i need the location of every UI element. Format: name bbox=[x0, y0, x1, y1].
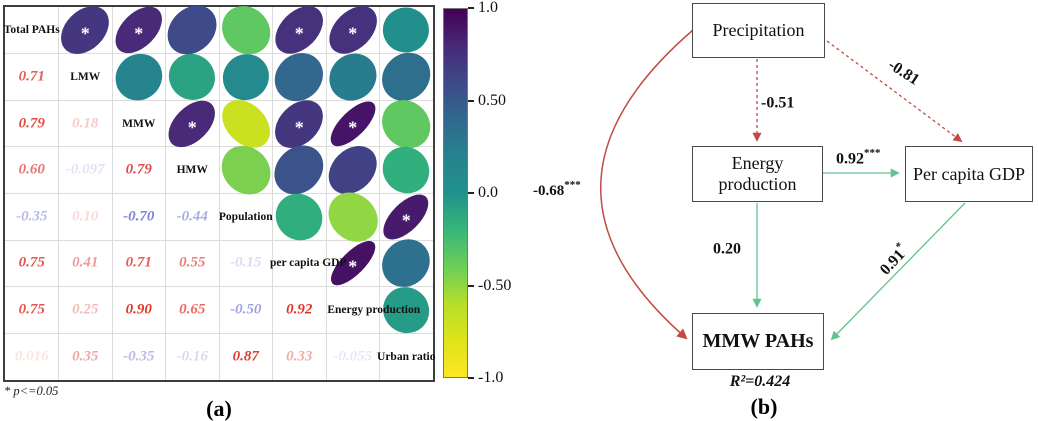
coef-value: -0.68 bbox=[533, 183, 565, 199]
correlation-value: 0.75 bbox=[18, 254, 45, 271]
variable-label-lmw: LMW bbox=[70, 70, 101, 83]
correlation-value: 0.75 bbox=[18, 301, 45, 318]
correlation-value: 0.10 bbox=[72, 208, 99, 225]
correlation-value: 0.79 bbox=[125, 161, 152, 178]
coef-value: 0.92 bbox=[836, 150, 864, 168]
correlation-value: 0.71 bbox=[125, 254, 152, 271]
colorbar-tick-label: 0.50 bbox=[478, 91, 506, 109]
colorbar-tick bbox=[468, 284, 474, 287]
correlation-value: -0.50 bbox=[230, 301, 262, 318]
correlation-value: -0.097 bbox=[65, 161, 105, 178]
variable-label-urban-ratio: Urban ratio bbox=[377, 350, 436, 363]
coef-energy-mmw: 0.20 bbox=[713, 238, 741, 258]
significance-star: * bbox=[187, 117, 197, 138]
correlation-value: 0.55 bbox=[179, 254, 206, 271]
correlation-value: 0.79 bbox=[18, 115, 45, 132]
coef-precipitation-mmw: -0.68*** bbox=[533, 179, 581, 200]
coef-energy-gdp: 0.92*** bbox=[836, 147, 881, 168]
colorbar-tick-label: -1.0 bbox=[478, 369, 504, 386]
significance-star: * bbox=[348, 257, 358, 278]
variable-label-total-pahs: Total PAHs bbox=[3, 24, 60, 37]
colorbar-tick-label: 0.0 bbox=[478, 184, 498, 201]
colorbar-gradient bbox=[443, 8, 468, 378]
correlation-value: 0.71 bbox=[18, 68, 45, 85]
colorbar-tick-label: 1.0 bbox=[478, 0, 498, 16]
significance-star: * bbox=[348, 23, 358, 44]
node-mmw-pahs: MMW PAHs bbox=[692, 313, 824, 370]
grid-line bbox=[5, 332, 433, 334]
significance-star: * bbox=[294, 117, 304, 138]
significance-star: * bbox=[401, 210, 411, 231]
variable-label-hmw: HMW bbox=[176, 164, 208, 177]
colorbar-tick bbox=[468, 377, 474, 379]
correlation-value: -0.70 bbox=[123, 208, 155, 225]
edge-precipitation-mmw bbox=[600, 29, 694, 340]
correlation-value: 0.92 bbox=[286, 301, 313, 318]
variable-label-per-capita-gdp: per capita GDP bbox=[270, 257, 347, 270]
node-energy-production: Energy production bbox=[692, 146, 823, 202]
node-per-capita-gdp: Per capita GDP bbox=[905, 146, 1033, 202]
significance-star: * bbox=[294, 23, 304, 44]
correlation-value: 0.41 bbox=[72, 254, 99, 271]
grid-line bbox=[5, 193, 433, 194]
correlation-value: -0.16 bbox=[176, 348, 208, 365]
correlation-value: 0.90 bbox=[125, 301, 152, 318]
edge-gdp-mmw bbox=[830, 202, 966, 341]
correlation-matrix: Total PAHs * * * * 0.71 LMW 0.79 0.18 MMW * * * 0.60 -… bbox=[3, 0, 441, 382]
coef-significance: *** bbox=[864, 147, 881, 159]
correlation-value: -0.15 bbox=[230, 254, 262, 271]
colorbar-tick bbox=[468, 7, 474, 9]
variable-label-mmw: MMW bbox=[122, 117, 156, 130]
correlation-ellipse bbox=[383, 7, 430, 53]
variable-label-energy-production: Energy production bbox=[327, 304, 421, 317]
node-precipitation: Precipitation bbox=[692, 3, 825, 58]
correlation-value: -0.44 bbox=[176, 208, 208, 225]
coef-precipitation-energy: -0.51 bbox=[761, 92, 794, 112]
correlation-value: 0.25 bbox=[72, 301, 99, 318]
r-squared-label: R²=0.424 bbox=[729, 373, 791, 390]
colorbar-tick bbox=[468, 192, 474, 194]
correlation-value: 0.33 bbox=[286, 348, 313, 365]
grid-line bbox=[5, 239, 433, 241]
coef-value: -0.51 bbox=[761, 94, 795, 112]
correlation-value: -0.055 bbox=[333, 348, 373, 365]
grid-line bbox=[5, 286, 433, 288]
correlation-value: 0.016 bbox=[14, 348, 49, 365]
correlation-value: -0.35 bbox=[16, 208, 48, 225]
coef-precipitation-gdp: -0.81 bbox=[884, 54, 923, 89]
correlation-value: 0.18 bbox=[72, 115, 99, 132]
coef-gdp-mmw: 0.91* bbox=[875, 240, 913, 279]
significance-star: * bbox=[348, 117, 358, 138]
correlation-value: 0.35 bbox=[72, 348, 99, 365]
colorbar-tick bbox=[468, 99, 474, 102]
variable-label-population: Population bbox=[218, 210, 273, 223]
coef-value: 0.20 bbox=[713, 240, 741, 258]
coef-significance: *** bbox=[564, 179, 581, 191]
grid-line bbox=[272, 7, 273, 380]
colorbar-tick-label: -0.50 bbox=[478, 276, 512, 294]
significance-star: * bbox=[134, 23, 144, 44]
significance-footnote: * p<=0.05 bbox=[4, 384, 59, 398]
correlation-value: 0.60 bbox=[18, 161, 45, 178]
panel-a-caption: (a) bbox=[206, 396, 232, 421]
coef-value: -0.81 bbox=[885, 56, 923, 89]
correlation-value: 0.65 bbox=[179, 301, 206, 318]
correlation-value: 0.87 bbox=[232, 348, 259, 365]
significance-star: * bbox=[80, 23, 90, 44]
grid-line bbox=[325, 7, 327, 380]
panel-b-caption: (b) bbox=[750, 394, 778, 419]
correlation-value: -0.35 bbox=[123, 348, 155, 365]
grid-line bbox=[379, 7, 380, 380]
coef-value: 0.91 bbox=[876, 246, 909, 279]
